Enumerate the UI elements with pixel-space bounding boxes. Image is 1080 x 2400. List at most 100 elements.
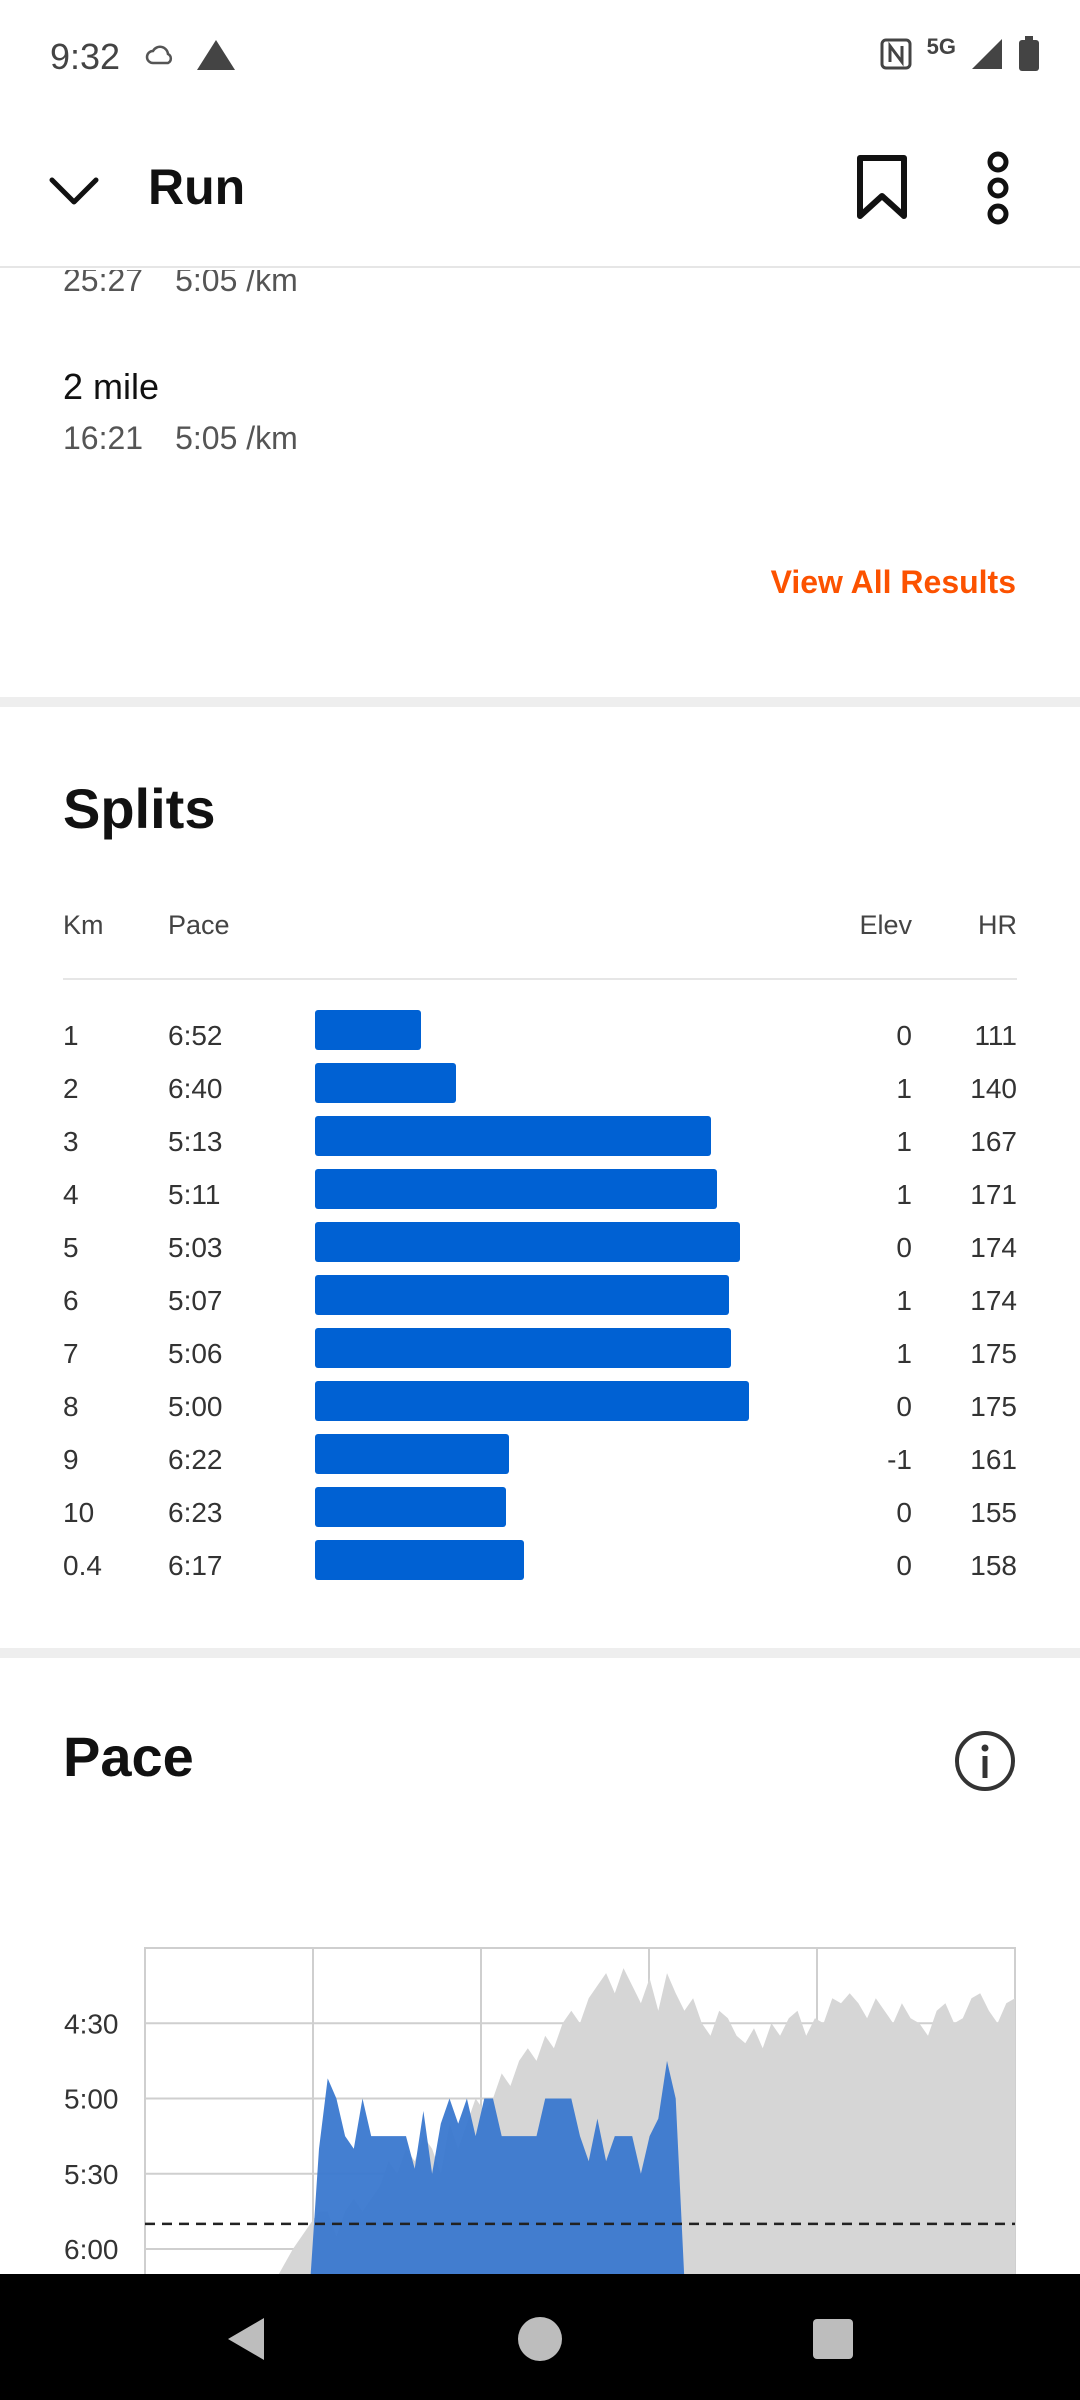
chart-y-tick-label: 5:30 [64, 2159, 119, 2190]
split-pace-bar [315, 1328, 732, 1368]
split-pace-bar [315, 1540, 524, 1580]
status-left-icons [145, 38, 237, 72]
split-pace-bar [315, 1487, 506, 1527]
split-row: 1 6:52 0 111 [63, 1010, 1017, 1063]
split-km: 5 [63, 1232, 79, 1263]
split-pace: 6:22 [168, 1444, 223, 1475]
split-pace-bar [315, 1222, 741, 1262]
chart-y-tick-label: 5:00 [64, 2084, 119, 2115]
status-time: 9:32 [50, 36, 121, 77]
recents-square-icon [813, 2319, 853, 2359]
split-pace-bar [315, 1010, 421, 1050]
split-elev: 0 [896, 1020, 912, 1051]
app-header: Run [0, 110, 1080, 268]
split-pace: 5:13 [168, 1126, 223, 1157]
split-pace-bar [315, 1381, 749, 1421]
split-hr: 174 [970, 1232, 1017, 1263]
bookmark-icon [857, 155, 907, 219]
split-pace: 5:11 [168, 1179, 221, 1210]
split-hr: 111 [974, 1020, 1017, 1051]
splits-header-km: Km [63, 910, 104, 940]
more-options-button[interactable] [978, 150, 1018, 226]
nav-back-button[interactable] [212, 2304, 282, 2374]
split-row: 0.4 6:17 0 158 [63, 1540, 1017, 1593]
split-hr: 140 [970, 1073, 1017, 1104]
best-effort-row: 16:21 5:05 /km [63, 420, 298, 457]
splits-header-hr: HR [978, 910, 1017, 940]
status-bar: 9:32 5G [0, 0, 1080, 110]
chevron-down-icon [49, 177, 99, 205]
split-hr: 175 [970, 1391, 1017, 1422]
cloud-icon [145, 45, 173, 65]
battery-icon [1019, 36, 1039, 71]
splits-title: Splits [63, 777, 216, 840]
best-effort-time: 16:21 [63, 420, 144, 456]
split-pace: 6:40 [168, 1073, 223, 1104]
bookmark-button[interactable] [852, 152, 912, 222]
splits-header-pace: Pace [168, 910, 230, 940]
view-all-results-link[interactable]: View All Results [770, 564, 1016, 600]
split-km: 8 [63, 1391, 79, 1422]
nav-recents-button[interactable] [798, 2304, 868, 2374]
section-divider [0, 697, 1080, 707]
split-hr: 158 [970, 1550, 1017, 1581]
split-pace: 5:03 [168, 1232, 223, 1263]
split-hr: 174 [970, 1285, 1017, 1316]
home-circle-icon [518, 2317, 562, 2361]
split-km: 9 [63, 1444, 79, 1475]
split-row: 7 5:06 1 175 [63, 1328, 1017, 1381]
split-pace-bar [315, 1169, 717, 1209]
split-row: 3 5:13 1 167 [63, 1116, 1017, 1169]
split-km: 3 [63, 1126, 79, 1157]
split-pace-bar [315, 1434, 509, 1474]
more-vert-icon [987, 151, 1009, 225]
split-row: 8 5:00 0 175 [63, 1381, 1017, 1434]
signal-icon [972, 39, 1002, 69]
split-pace: 5:06 [168, 1338, 223, 1369]
split-pace: 5:07 [168, 1285, 223, 1316]
split-row: 4 5:11 1 171 [63, 1169, 1017, 1222]
split-row: 9 6:22 -1 161 [63, 1434, 1017, 1487]
chart-y-tick-label: 6:00 [64, 2234, 119, 2265]
split-pace: 6:17 [168, 1550, 223, 1581]
split-km: 1 [63, 1020, 79, 1051]
split-pace: 6:23 [168, 1497, 223, 1528]
best-effort-time: 25:27 [63, 270, 144, 298]
split-elev: 1 [896, 1179, 912, 1210]
split-elev: 1 [896, 1126, 912, 1157]
system-nav-bar [0, 2274, 1080, 2400]
split-elev: 1 [896, 1285, 912, 1316]
split-row: 2 6:40 1 140 [63, 1063, 1017, 1116]
split-elev: 0 [896, 1550, 912, 1581]
split-row: 10 6:23 0 155 [63, 1487, 1017, 1540]
pace-info-button[interactable] [954, 1730, 1016, 1792]
best-effort-pace: 5:05 /km [175, 270, 298, 298]
split-hr: 161 [970, 1444, 1017, 1475]
split-elev: -1 [887, 1444, 912, 1475]
split-pace-bar [315, 1116, 711, 1156]
section-divider [0, 1648, 1080, 1658]
status-right-icons: 5G [879, 34, 1040, 72]
page-title: Run [148, 159, 246, 215]
split-km: 6 [63, 1285, 79, 1316]
split-km: 7 [63, 1338, 79, 1369]
activity-content[interactable]: 25:27 5:05 /km 2 mile 16:21 5:05 /km View … [0, 270, 1080, 2274]
pace-chart[interactable]: 4:305:005:306:006:30 [0, 1860, 1080, 2274]
split-hr: 167 [970, 1126, 1017, 1157]
nav-home-button[interactable] [505, 2304, 575, 2374]
collapse-button[interactable] [44, 162, 104, 222]
best-effort-title: 2 mile [63, 366, 160, 407]
drive-icon [197, 40, 235, 70]
chart-pace-area [310, 2060, 685, 2274]
split-km: 10 [63, 1497, 95, 1528]
split-row: 6 5:07 1 174 [63, 1275, 1017, 1328]
split-pace-bar [315, 1275, 729, 1315]
split-elev: 0 [896, 1497, 912, 1528]
nfc-icon [880, 38, 912, 70]
network-label: 5G [926, 34, 956, 59]
split-km: 0.4 [63, 1550, 102, 1581]
chart-y-tick-label: 4:30 [64, 2008, 119, 2039]
split-pace: 5:00 [168, 1391, 223, 1422]
splits-header: Km Pace Elev HR [63, 910, 1017, 950]
split-elev: 0 [896, 1232, 912, 1263]
